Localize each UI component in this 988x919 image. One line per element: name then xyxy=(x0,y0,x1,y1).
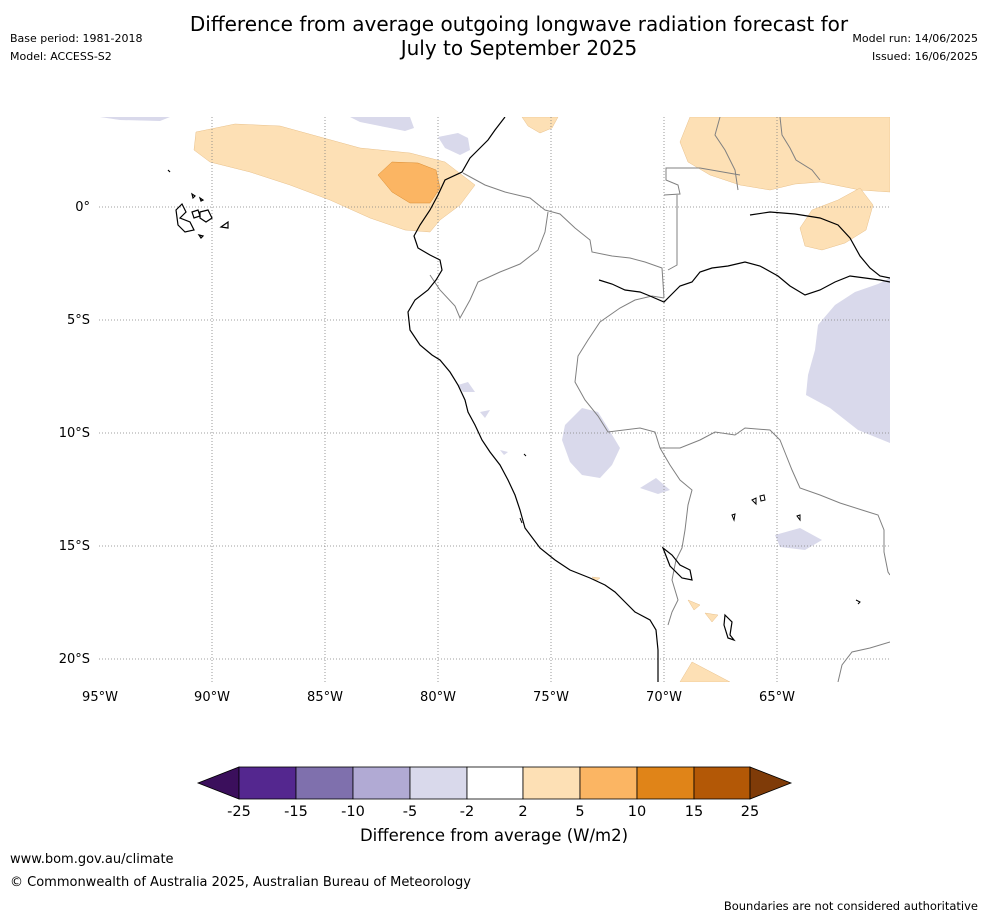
anomaly-strong-positive-area xyxy=(377,161,441,204)
anomaly-negative-area xyxy=(775,528,822,550)
graticule xyxy=(99,117,890,682)
colorbar-tick-label: -10 xyxy=(341,804,365,820)
model-run: Model run: 14/06/2025 xyxy=(852,32,978,45)
anomaly-positive-area xyxy=(679,117,890,193)
lat-label: 20°S xyxy=(59,652,90,667)
issued-date: Issued: 16/06/2025 xyxy=(871,50,978,63)
map-area xyxy=(99,117,890,682)
colorbar-extend-low xyxy=(196,766,240,800)
lon-label: 80°W xyxy=(420,690,456,705)
colorbar-tick-label: 25 xyxy=(741,804,759,820)
small-lakes xyxy=(519,453,861,605)
anomaly-positive-area xyxy=(193,123,476,233)
anomaly-negative-area xyxy=(100,117,170,121)
lon-label: 70°W xyxy=(646,690,682,705)
map-title: Difference from average outgoing longwav… xyxy=(0,12,988,60)
colorbar-segment xyxy=(693,766,751,800)
colorbar-segment xyxy=(352,766,411,800)
lon-label: 65°W xyxy=(759,690,795,705)
meta-right: Model run: 14/06/2025 Issued: 16/06/2025 xyxy=(852,30,978,66)
coastline xyxy=(407,117,890,682)
colorbar-segment xyxy=(466,766,524,800)
copyright-notice: © Commonwealth of Australia 2025, Austra… xyxy=(10,875,471,890)
anomaly-negative-area xyxy=(438,133,470,155)
colorbar-tick-label: -2 xyxy=(460,804,474,820)
country-borders xyxy=(429,117,890,682)
lat-label: 0° xyxy=(75,200,90,215)
galapagos-islands xyxy=(167,169,229,239)
anomaly-positive-area xyxy=(799,187,874,251)
lon-label: 75°W xyxy=(533,690,569,705)
anomaly-positive-area xyxy=(591,576,731,682)
colorbar-tick-label: -5 xyxy=(403,804,417,820)
title-line-1: Difference from average outgoing longwav… xyxy=(189,12,849,36)
model-name: Model: ACCESS-S2 xyxy=(10,50,112,63)
lat-label: 10°S xyxy=(59,426,90,441)
lat-label: 15°S xyxy=(59,539,90,554)
colorbar-tick-label: -25 xyxy=(227,804,251,820)
longitude-labels: 95°W 90°W 85°W 80°W 75°W 70°W 65°W xyxy=(82,690,795,705)
meta-left: Base period: 1981-2018 Model: ACCESS-S2 xyxy=(10,30,142,66)
colorbar-segment xyxy=(636,766,695,800)
anomaly-negative-area xyxy=(562,408,620,478)
colorbar xyxy=(196,766,793,800)
anomaly-negative-area xyxy=(458,382,508,455)
colorbar-tick-label: 15 xyxy=(685,804,703,820)
latitude-labels: 0° 5°S 10°S 15°S 20°S xyxy=(59,200,90,667)
colorbar-tick-label: -15 xyxy=(284,804,308,820)
lon-label: 85°W xyxy=(307,690,343,705)
colorbar-segment xyxy=(238,766,297,800)
anomaly-positive-area xyxy=(521,117,559,134)
lat-label: 5°S xyxy=(67,313,90,328)
colorbar-title: Difference from average (W/m2) xyxy=(359,826,629,845)
lon-label: 90°W xyxy=(194,690,230,705)
anomaly-negative-area xyxy=(806,278,890,443)
colorbar-tick-label: 2 xyxy=(518,804,527,820)
base-period: Base period: 1981-2018 xyxy=(10,32,143,45)
colorbar-segment xyxy=(522,766,581,800)
lon-label: 95°W xyxy=(82,690,118,705)
website-url: www.bom.gov.au/climate xyxy=(10,852,174,867)
colorbar-segment xyxy=(295,766,354,800)
colorbar-tick-label: 10 xyxy=(628,804,646,820)
anomaly-negative-area xyxy=(640,478,670,494)
title-line-2: July to September 2025 xyxy=(400,36,638,60)
boundary-disclaimer: Boundaries are not considered authoritat… xyxy=(723,899,978,913)
colorbar-segment xyxy=(409,766,468,800)
colorbar-ticks: -25 -15 -10 -5 -2 2 5 10 15 25 xyxy=(227,804,759,820)
colorbar-segment xyxy=(579,766,638,800)
colorbar-tick-label: 5 xyxy=(575,804,584,820)
anomaly-negative-area xyxy=(350,117,414,131)
colorbar-extend-high xyxy=(749,766,793,800)
